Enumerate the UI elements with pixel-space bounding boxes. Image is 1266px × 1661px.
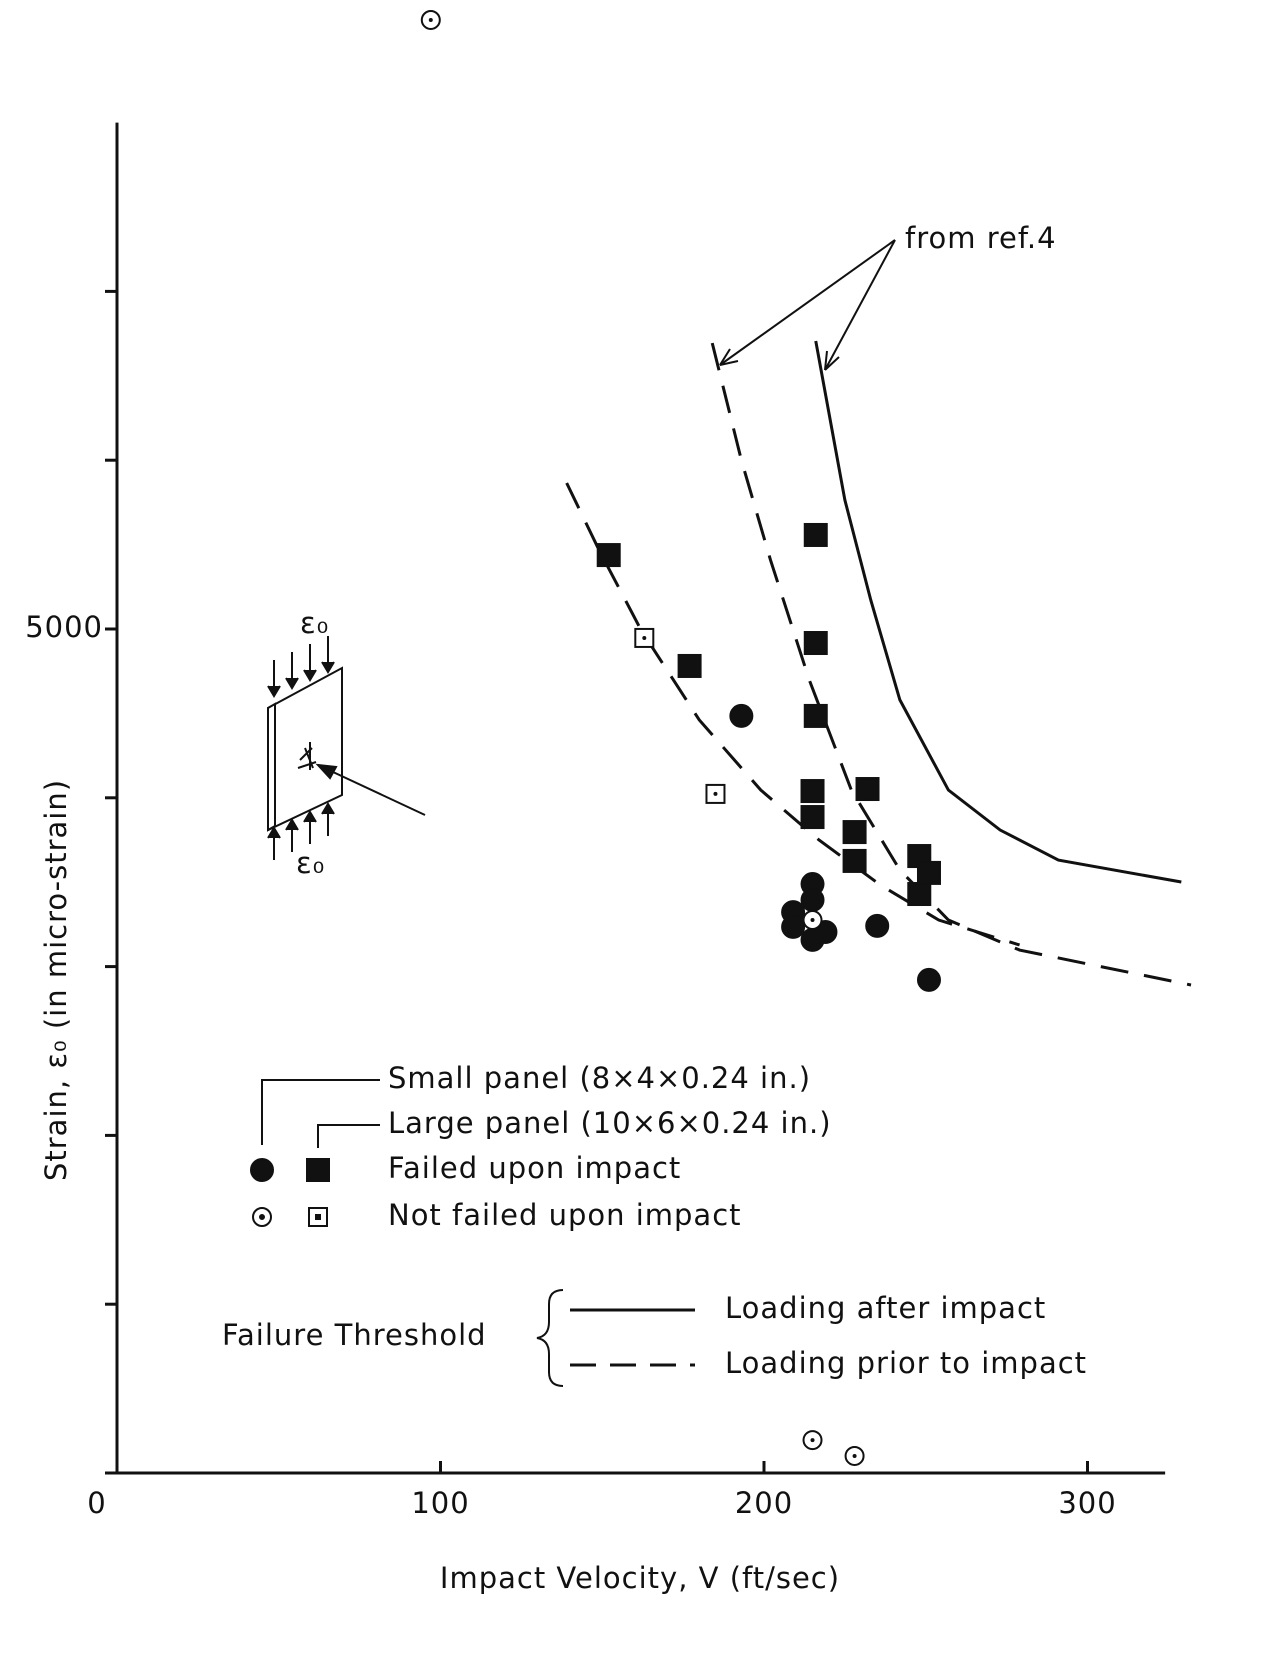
data-point (916, 860, 941, 885)
inset-panel (267, 636, 426, 860)
data-point (865, 913, 890, 938)
data-point (800, 887, 825, 912)
data-point-dot (428, 17, 433, 22)
data-point (916, 967, 941, 992)
threshold-curve (710, 342, 1192, 987)
x-tick-label: 100 (411, 1486, 469, 1520)
x-axis-label: Impact Velocity, V (ft/sec) (440, 1561, 840, 1595)
data-point (677, 653, 702, 678)
data-point (803, 522, 828, 547)
data-point-dot (852, 1453, 857, 1458)
threshold-curve (565, 482, 1021, 947)
data-point (803, 631, 828, 656)
x-tick-label: 200 (735, 1486, 793, 1520)
legend (250, 1079, 695, 1387)
data-point (800, 805, 825, 830)
data-point (800, 927, 825, 952)
data-point-dot (713, 791, 718, 796)
inset-label: ε₀ (296, 846, 325, 880)
x-tick-label: 300 (1058, 1486, 1116, 1520)
data-point (596, 543, 621, 568)
data-point (800, 779, 825, 804)
legend-text: Failure Threshold (222, 1318, 487, 1352)
data-point-dot (810, 918, 815, 923)
data-point (855, 777, 880, 802)
data-point-dot (810, 1438, 815, 1443)
data-point (842, 820, 867, 845)
data-point (781, 914, 806, 939)
annotation: from ref.4 (905, 221, 1057, 255)
legend-text: Large panel (10×6×0.24 in.) (388, 1106, 832, 1140)
legend-text: Not failed upon impact (388, 1198, 742, 1232)
data-point (729, 703, 754, 728)
annotation-arrows (719, 239, 896, 371)
data-point (803, 703, 828, 728)
data-point (907, 882, 932, 907)
y-axis-label: Strain, ε₀ (in micro-strain) (39, 779, 73, 1181)
legend-text: Loading after impact (725, 1291, 1046, 1325)
data-point (842, 848, 867, 873)
legend-text: Small panel (8×4×0.24 in.) (388, 1061, 811, 1095)
legend-text: Failed upon impact (388, 1151, 681, 1185)
threshold-curve (814, 340, 1182, 884)
data-point-dot (642, 635, 647, 640)
inset-label: ε₀ (300, 606, 329, 640)
x-tick-label: 0 (87, 1486, 106, 1520)
legend-text: Loading prior to impact (725, 1346, 1087, 1380)
y-tick-label: 5000 (25, 610, 103, 644)
